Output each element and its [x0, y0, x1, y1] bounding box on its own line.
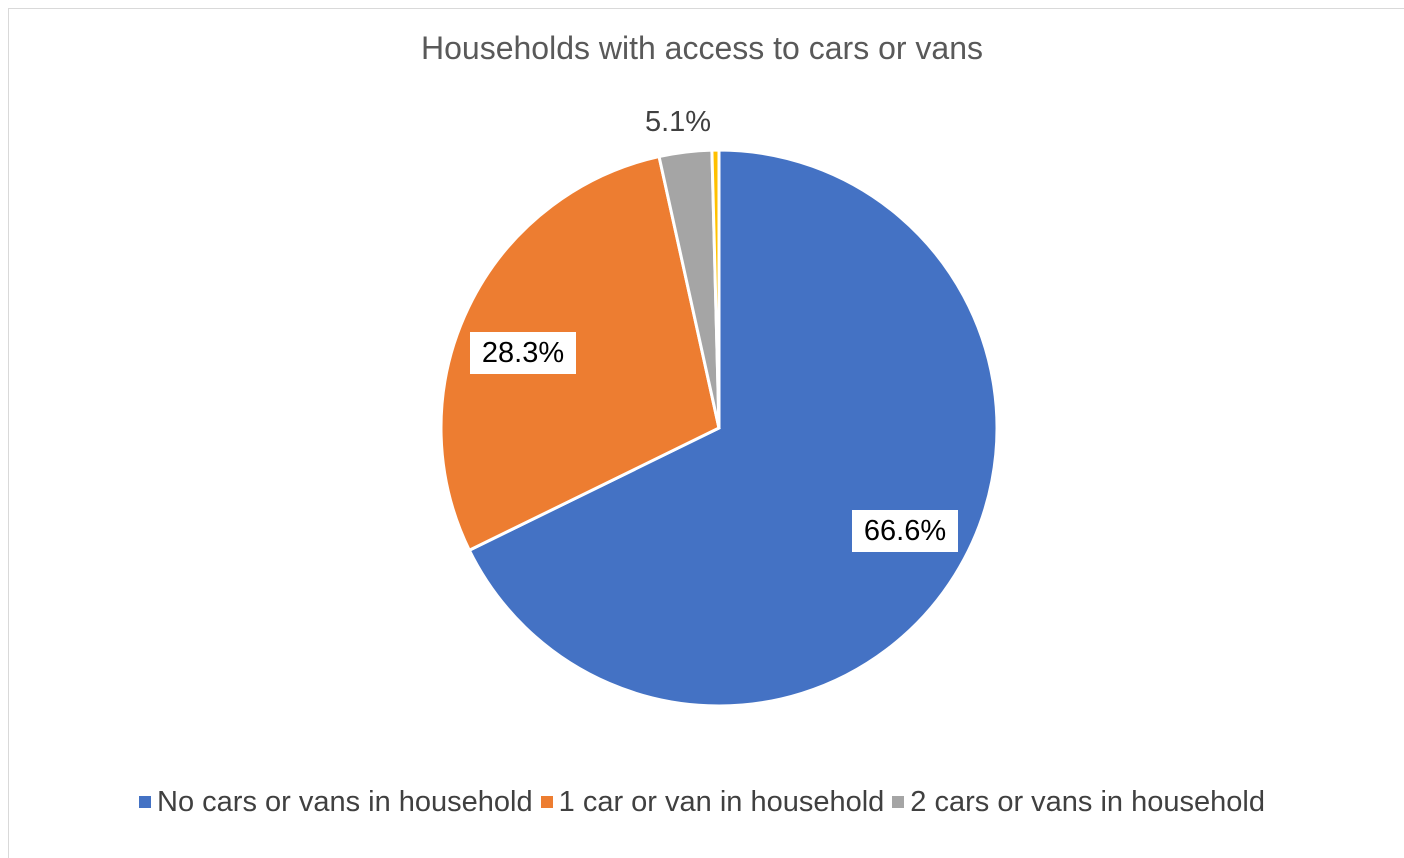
chart-title: Households with access to cars or vans	[420, 30, 984, 66]
pie-slice-3	[710, 148, 721, 429]
data-label-2: 5.1%	[645, 106, 711, 138]
pie-slice-0	[467, 148, 999, 708]
svg-text:66.6%: 66.6%	[864, 515, 946, 547]
data-label-0: 66.6%	[852, 510, 958, 552]
chart-frame	[8, 8, 1404, 858]
legend-swatch	[540, 796, 553, 808]
legend: No cars or vans in household 1 car or van…	[0, 786, 1404, 819]
legend-item-2: 2 cars or vans in household	[892, 786, 1265, 819]
pie-slice-1	[439, 154, 721, 553]
data-label-1: 28.3%	[470, 332, 576, 374]
legend-swatch	[139, 796, 152, 808]
legend-label: 2 cars or vans in household	[910, 786, 1265, 818]
legend-swatch	[892, 796, 905, 808]
legend-label: 1 car or van in household	[558, 786, 885, 818]
legend-label: No cars or vans in household	[157, 786, 533, 818]
svg-text:5.1%: 5.1%	[645, 106, 711, 138]
legend-item-1: 1 car or van in household	[540, 786, 885, 819]
svg-text:28.3%: 28.3%	[482, 337, 564, 369]
legend-item-0: No cars or vans in household	[139, 786, 533, 819]
